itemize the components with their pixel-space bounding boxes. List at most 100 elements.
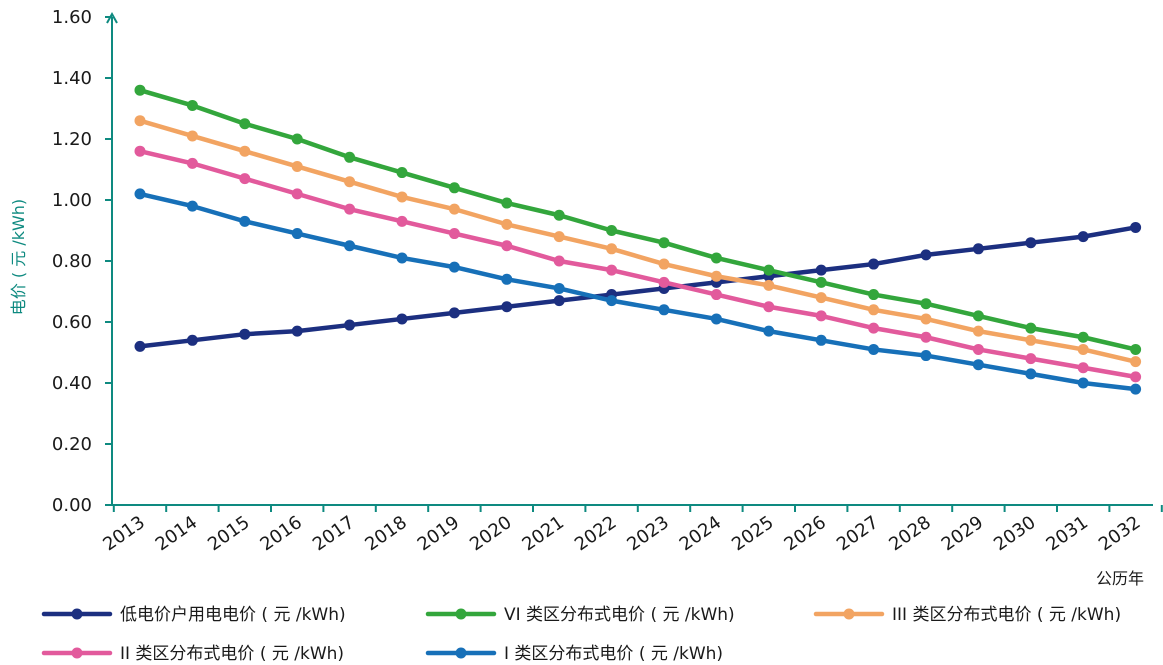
legend-label: VI 类区分布式电价 ( 元 /kWh) xyxy=(504,605,735,625)
legend-swatch-marker xyxy=(843,608,855,620)
data-point xyxy=(920,331,932,343)
data-point xyxy=(553,231,565,243)
data-point xyxy=(1077,377,1089,389)
data-point xyxy=(1077,362,1089,374)
data-point xyxy=(815,264,827,276)
y-tick-label: 0.80 xyxy=(52,251,92,272)
x-tick-label: 2022 xyxy=(571,512,621,555)
data-point xyxy=(291,160,303,172)
x-tick-label: 2013 xyxy=(99,512,149,555)
y-tick-label: 1.00 xyxy=(52,190,92,211)
series-line xyxy=(137,118,1138,364)
x-tick-label: 2027 xyxy=(833,512,883,555)
y-tick-label: 0.60 xyxy=(52,312,92,333)
y-axis-title: 电价 ( 元 /kWh) xyxy=(9,199,28,315)
x-tick-label: 2026 xyxy=(780,512,830,555)
x-tick-label: 2032 xyxy=(1095,512,1145,555)
data-point xyxy=(239,145,251,157)
x-tick-label: 2016 xyxy=(256,512,306,555)
legend-label: III 类区分布式电价 ( 元 /kWh) xyxy=(892,605,1121,625)
data-point xyxy=(186,130,198,142)
data-point xyxy=(1130,383,1142,395)
data-point xyxy=(658,237,670,249)
data-point xyxy=(134,115,146,127)
data-point xyxy=(448,307,460,319)
legend-label: II 类区分布式电价 ( 元 /kWh) xyxy=(120,644,344,664)
x-tick-label: 2023 xyxy=(623,512,673,555)
data-point xyxy=(658,258,670,270)
data-point xyxy=(710,313,722,325)
data-point xyxy=(920,298,932,310)
data-point xyxy=(448,261,460,273)
data-point xyxy=(501,218,513,230)
y-tick-label: 1.40 xyxy=(52,68,92,89)
data-point xyxy=(763,279,775,291)
data-point xyxy=(553,209,565,221)
x-tick-label: 2015 xyxy=(204,512,254,555)
data-point xyxy=(1130,343,1142,355)
y-tick-label: 1.60 xyxy=(52,7,92,28)
data-point xyxy=(239,118,251,130)
data-point xyxy=(344,319,356,331)
y-axis-ticks: 0.00 0.20 0.40 0.60 0.80 1.00 1.20 1.40 1.60 xyxy=(52,7,112,516)
x-tick-label: 2029 xyxy=(938,512,988,555)
data-point xyxy=(134,145,146,157)
data-point xyxy=(186,334,198,346)
legend-item: I 类区分布式电价 ( 元 /kWh) xyxy=(425,644,723,664)
series-group xyxy=(134,84,1142,395)
x-tick-label: 2031 xyxy=(1042,512,1092,555)
data-point xyxy=(606,243,618,255)
data-point xyxy=(1077,343,1089,355)
data-point xyxy=(1025,237,1037,249)
legend: 低电价户用电电价 ( 元 /kWh) VI 类区分布式电价 ( 元 /kWh) II… xyxy=(41,605,1121,664)
data-point xyxy=(396,191,408,203)
data-point xyxy=(239,328,251,340)
axes xyxy=(106,11,1153,506)
data-point xyxy=(606,295,618,307)
data-point xyxy=(186,157,198,169)
data-point xyxy=(606,264,618,276)
data-point xyxy=(291,188,303,200)
data-point xyxy=(920,313,932,325)
data-point xyxy=(1130,221,1142,233)
data-point xyxy=(344,203,356,215)
x-tick-label: 2017 xyxy=(309,512,359,555)
legend-item: 低电价户用电电价 ( 元 /kWh) xyxy=(41,605,346,625)
data-point xyxy=(763,325,775,337)
series-5 xyxy=(134,188,1142,395)
data-point xyxy=(291,228,303,240)
data-point xyxy=(868,322,880,334)
x-tick-label: 2020 xyxy=(466,512,516,555)
series-line xyxy=(137,225,1138,349)
data-point xyxy=(1077,331,1089,343)
legend-swatch-marker xyxy=(71,647,83,659)
data-point xyxy=(186,200,198,212)
legend-item: III 类区分布式电价 ( 元 /kWh) xyxy=(813,605,1121,625)
data-point xyxy=(710,270,722,282)
x-tick-label: 2018 xyxy=(361,512,411,555)
data-point xyxy=(396,313,408,325)
data-point xyxy=(815,276,827,288)
data-point xyxy=(134,340,146,352)
y-axis-arrow xyxy=(106,11,118,24)
data-point xyxy=(1025,322,1037,334)
data-point xyxy=(920,350,932,362)
x-tick-label: 2030 xyxy=(990,512,1040,555)
legend-swatch-marker xyxy=(455,608,467,620)
x-tick-label: 2014 xyxy=(152,512,202,555)
data-point xyxy=(763,301,775,313)
data-point xyxy=(448,182,460,194)
x-axis-ticks: 2013 2014 2015 2016 2017 2018 2019 2020 2021 2022… xyxy=(99,505,1163,555)
data-point xyxy=(972,325,984,337)
data-point xyxy=(448,228,460,240)
data-point xyxy=(396,252,408,264)
data-point xyxy=(501,301,513,313)
data-point xyxy=(291,325,303,337)
data-point xyxy=(1130,356,1142,368)
data-point xyxy=(1025,334,1037,346)
data-point xyxy=(815,292,827,304)
data-point xyxy=(553,282,565,294)
series-4 xyxy=(134,145,1142,383)
data-point xyxy=(868,258,880,270)
data-point xyxy=(396,167,408,179)
